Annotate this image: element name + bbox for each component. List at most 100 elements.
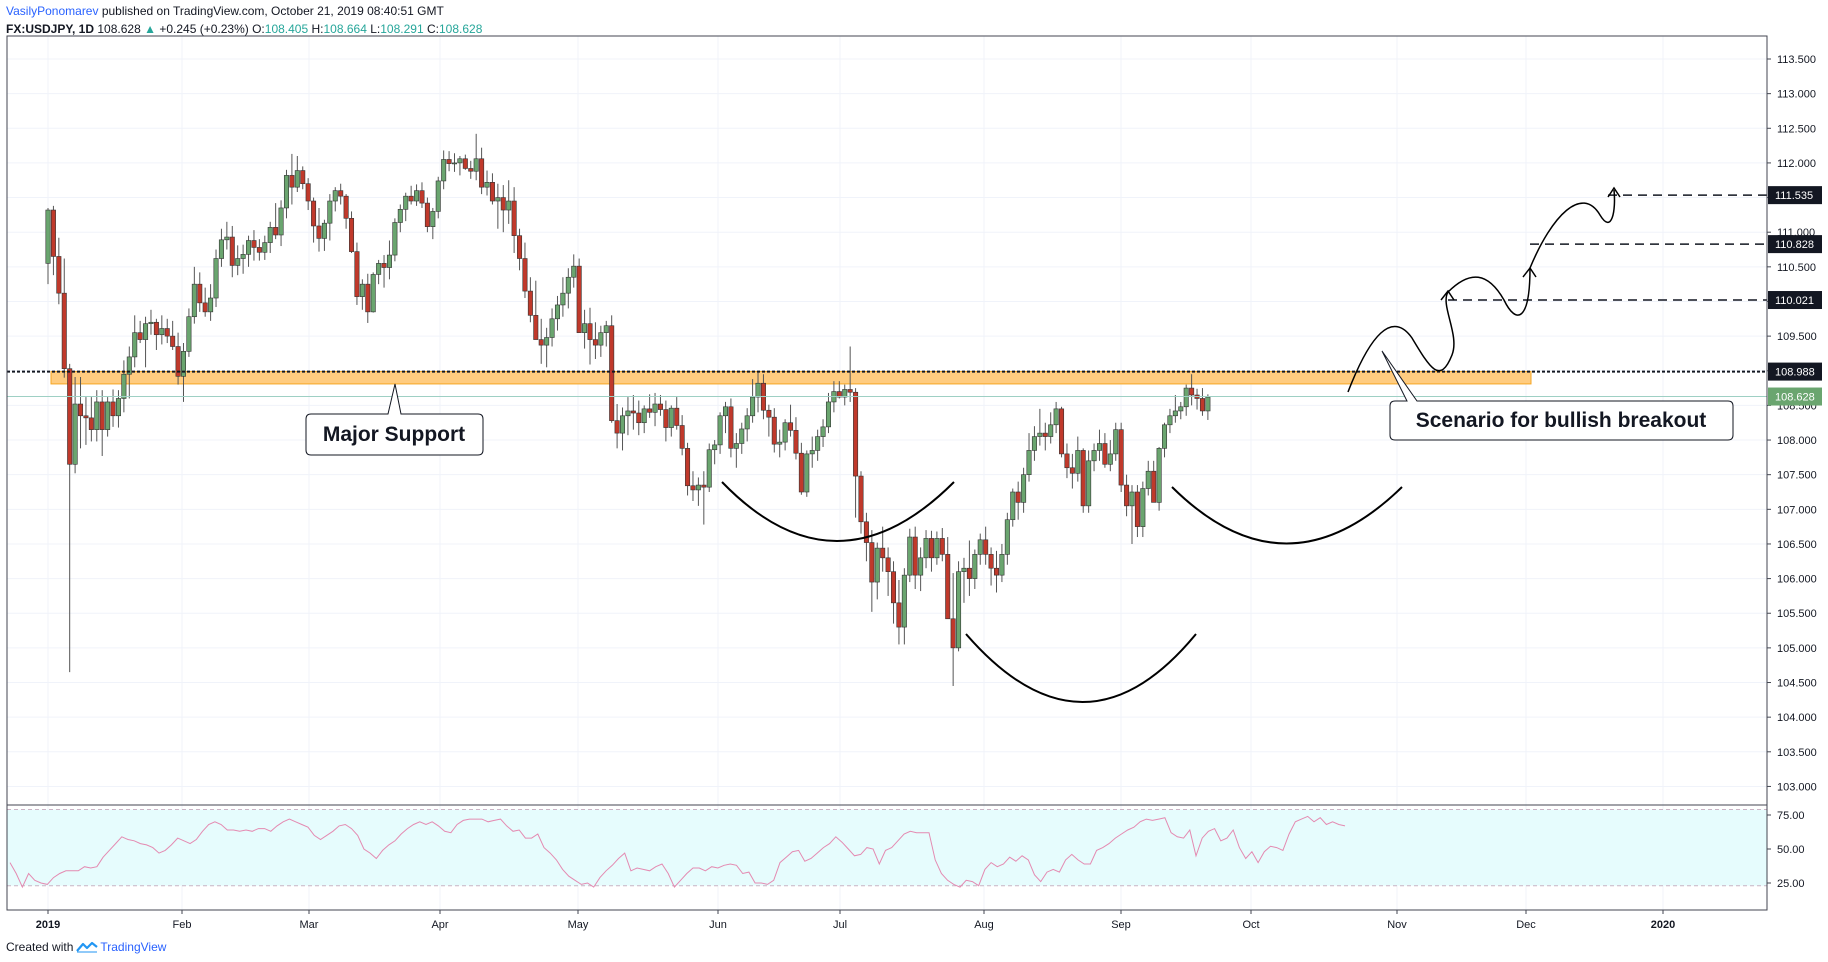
candle [657,403,663,410]
candle [110,401,116,417]
candle [674,407,680,426]
candle [137,332,143,340]
candle [343,195,349,219]
candle [262,242,268,253]
published-text: published on TradingView.com, October 21… [101,4,444,18]
candle [647,408,653,413]
candle [170,335,176,347]
candle [484,182,490,188]
candle [923,538,929,559]
candle [218,239,224,259]
candle [424,202,430,227]
candle [294,170,300,188]
candle [739,428,745,444]
candle [370,274,376,313]
candle [278,207,284,236]
candle [50,209,56,257]
candle [1031,436,1037,451]
candle [1015,491,1021,503]
candle [565,276,571,294]
candle [630,410,636,414]
x-tick-label: Sep [1111,919,1131,931]
candle [1064,453,1070,469]
candle [766,409,772,418]
x-tick-label: Jul [833,919,847,931]
candle [305,183,311,202]
y-tick-label: 108.000 [1777,435,1817,447]
y-tick-label: 113.500 [1777,54,1816,66]
candle [1004,519,1010,555]
y-tick-label: 112.000 [1777,158,1816,170]
drawings-group [721,186,1621,703]
y-tick-label: 107.500 [1777,470,1817,482]
tradingview-link[interactable]: TradingView [76,940,166,954]
candle [489,182,495,202]
candle [728,406,734,449]
rsi-band-fill [7,809,1767,886]
candle [1145,470,1151,489]
candle [441,159,447,182]
bullish-scenario-path [1347,189,1616,393]
candle [820,426,826,437]
candle [359,283,365,297]
candle [880,547,886,559]
candle [603,325,609,333]
x-tick-label: Jun [709,919,727,931]
major-support-callout-box [305,383,484,456]
candle [457,158,463,164]
rsi-group [7,809,1767,889]
candle [825,401,831,428]
candle [1069,467,1075,474]
tradingview-label: TradingView [100,940,167,954]
candle [939,538,945,555]
candle [847,389,853,393]
candle [1183,387,1189,408]
candle [950,618,956,649]
candle [251,240,257,248]
time-axis[interactable]: 2019 Feb Mar Apr May Jun Jul Aug Sep Oct Nov Dec 202… [36,910,1675,931]
candle [717,415,723,446]
candle [365,283,371,313]
ohlc-high-value: 108.664 [323,22,367,36]
price-axis[interactable]: 113.500113.000112.500112.000111.500111.0… [1767,54,1822,793]
y-tick-label: 105.000 [1777,643,1817,655]
y-tick-label: 110.500 [1777,262,1816,274]
x-tick-label: Nov [1387,919,1407,931]
candle [999,554,1005,576]
candle [918,557,924,576]
candle [392,222,398,256]
candle [121,373,127,399]
author-link[interactable]: VasilyPonomarev [6,4,99,18]
candle [755,382,761,398]
candle [712,444,718,451]
price-chart[interactable]: 113.500113.000112.500112.000111.500111.0… [0,0,1828,940]
y-tick-label: 103.000 [1777,781,1817,793]
candle [1113,429,1119,455]
candle [246,240,252,255]
candle [1124,484,1130,507]
price-label-box [1768,291,1822,310]
candle [896,602,902,628]
candle [983,539,989,555]
right-shoulder-arc [1171,486,1403,545]
rsi-tick-label: 50.00 [1777,844,1805,856]
candle [321,222,327,239]
candle [462,158,468,169]
candle [186,316,192,352]
ohlc-open-label: O: [252,22,265,36]
candle [679,425,685,449]
candle [1118,429,1124,486]
candle [853,391,859,477]
rsi-axis[interactable]: 75.00 50.00 25.00 [1767,810,1805,890]
candle [511,200,517,236]
y-tick-label: 104.500 [1777,678,1817,690]
candle [576,265,582,333]
support-zone [50,370,1532,385]
callouts-group: Major Support Scenario for bullish break… [305,350,1734,456]
candle [397,209,403,223]
legend-line: FX:USDJPY, 1D 108.628 ▲ +0.245 (+0.23%) … [6,22,482,36]
candle [495,197,501,202]
arrow-head-icon [1607,186,1621,198]
candle [1156,448,1162,503]
head-arc [965,633,1197,703]
